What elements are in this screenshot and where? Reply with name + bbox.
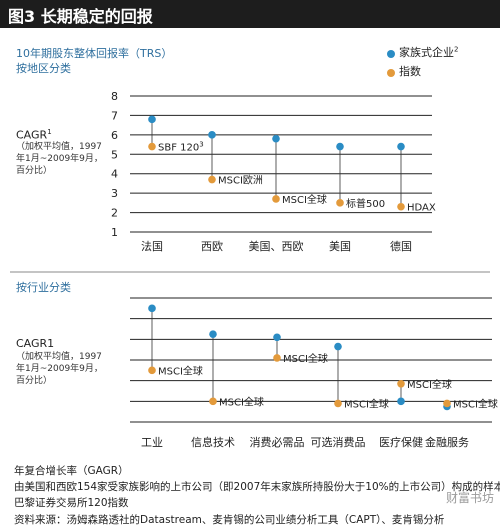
top-category-label: 西欧 [201, 240, 223, 253]
watermark: 财富书坊 [445, 491, 494, 505]
top-ytick-label: 5 [111, 148, 118, 161]
bottom-index-label: MSCI全球 [453, 397, 498, 410]
top-index-label: MSCI欧洲 [218, 175, 263, 187]
figure-title: 图3 长期稳定的回报 [8, 7, 153, 26]
top-category-label: 法国 [141, 239, 163, 253]
footer-line-3: 巴黎证券交易所120指数 [14, 497, 129, 509]
top-category-label: 德国 [390, 239, 412, 253]
bottom-index-point [148, 366, 156, 375]
top-family-point [208, 131, 216, 139]
bottom-index-label: MSCI全球 [283, 352, 328, 365]
top-index-point [208, 175, 216, 184]
top-category-label: 美国 [329, 240, 351, 253]
bottom-family-point [148, 304, 156, 313]
bottom-index-point [397, 379, 405, 388]
footer-line-4: 资料来源：汤姆森路透社的Datastream、麦肯锡的公司业绩分析工具（CAPT… [14, 514, 445, 526]
top-family-point [272, 134, 280, 143]
top-ylabel: CAGR1 [16, 128, 52, 142]
bottom-index-point [443, 399, 451, 408]
top-family-point [148, 115, 156, 124]
bottom-category-label: 信息技术 [191, 435, 235, 449]
top-family-point [336, 142, 344, 151]
top-index-label: 标普500 [346, 197, 385, 210]
bottom-category-label: 医疗保健 [379, 435, 423, 449]
footer-line-1: 年复合增长率（GAGR） [14, 465, 129, 477]
top-ylabel-sub-3: 百分比） [16, 166, 53, 176]
top-ytick-label: 7 [111, 109, 118, 122]
bottom-index-label: MSCI全球 [158, 364, 203, 377]
legend-index-label: 指数 [399, 65, 421, 78]
bottom-category-label: 金融服务 [425, 435, 469, 449]
top-index-label: HDAX [407, 203, 436, 214]
bottom-ylabel-sub-2: 年1月~2009年9月， [16, 364, 103, 374]
bottom-ylabel: CAGR1 [16, 337, 55, 350]
legend-family-marker [387, 50, 395, 58]
footer-line-2: 由美国和西欧154家受家族影响的上市公司（即2007年末家族所持股份大于10%的… [14, 481, 500, 493]
bottom-index-label: MSCI全球 [219, 395, 264, 408]
top-ytick-label: 4 [111, 168, 118, 181]
top-index-label: MSCI全球 [282, 193, 327, 206]
top-ytick-label: 3 [111, 187, 118, 200]
bottom-category-label: 可选消费品 [311, 435, 366, 449]
top-ytick-label: 8 [111, 90, 118, 103]
bottom-chart-title: 按行业分类 [16, 281, 71, 294]
bottom-category-label: 消费必需品 [250, 435, 305, 449]
bottom-ylabel-sub-1: （加权平均值，1997 [16, 352, 102, 362]
top-chart-title: 10年期股东整体回报率（TRS） [16, 47, 173, 60]
bottom-index-point [273, 354, 281, 362]
top-ytick-label: 2 [111, 207, 118, 220]
top-index-label: SBF 1203 [158, 141, 204, 154]
legend-family-label: 家族式企业2 [399, 45, 459, 59]
top-index-point [336, 199, 344, 207]
top-ylabel-sub-2: 年1月~2009年9月， [16, 154, 103, 164]
figure-header: 图3 长期稳定的回报 [0, 0, 500, 28]
bottom-index-label: MSCI全球 [407, 378, 452, 391]
top-category-label: 美国、西欧 [249, 240, 304, 253]
bottom-family-point [397, 397, 405, 406]
top-index-point [148, 142, 156, 151]
top-index-point [397, 202, 405, 211]
bottom-family-point [273, 333, 281, 342]
top-ytick-label: 6 [111, 129, 118, 142]
top-chart-subtitle: 按地区分类 [16, 62, 71, 75]
top-index-point [272, 195, 280, 203]
top-ytick-label: 1 [111, 226, 118, 239]
bottom-ylabel-sub-3: 百分比） [16, 376, 53, 386]
bottom-index-point [209, 397, 217, 406]
bottom-family-point [209, 330, 217, 338]
bottom-family-point [334, 342, 342, 351]
bottom-index-point [334, 399, 342, 408]
top-ylabel-sub-1: （加权平均值，1997 [16, 142, 102, 152]
legend-index-marker [387, 69, 395, 77]
top-family-point [397, 142, 405, 151]
bottom-index-label: MSCI全球 [344, 397, 389, 410]
bottom-category-label: 工业 [141, 436, 163, 449]
